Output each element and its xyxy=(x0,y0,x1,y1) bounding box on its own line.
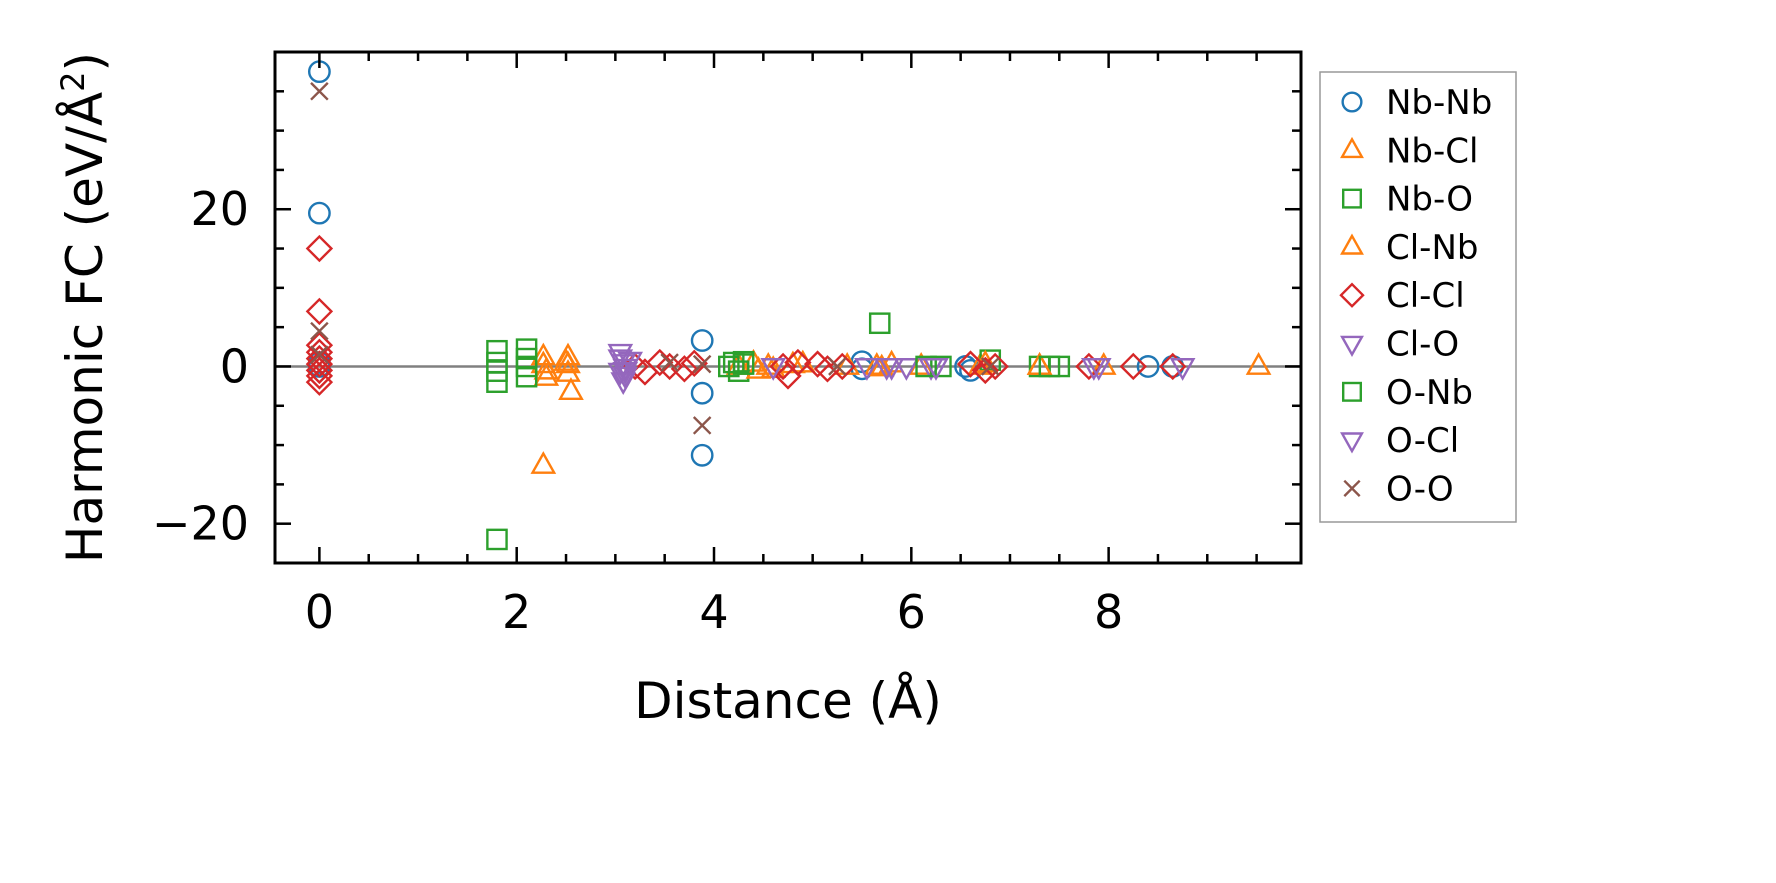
point-cl-nb xyxy=(553,348,579,371)
legend-label-nb-o: Nb-O xyxy=(1386,180,1473,220)
point-cl-cl xyxy=(646,348,674,377)
point-nb-o xyxy=(868,312,891,335)
point-nb-nb xyxy=(690,443,714,467)
point-o-cl xyxy=(612,361,639,385)
legend-label-nb-cl: Nb-Cl xyxy=(1386,131,1478,171)
point-o-cl xyxy=(1169,358,1196,381)
y-axis-title-main: Harmonic FC (eV/Å xyxy=(56,92,114,563)
point-nb-nb xyxy=(690,381,714,405)
point-nb-cl xyxy=(533,363,560,386)
y-tick-label: −20 xyxy=(152,497,249,551)
point-cl-nb xyxy=(868,353,895,377)
legend-label-cl-cl: Cl-Cl xyxy=(1386,276,1465,316)
legend: Nb-Nb Nb-Cl Nb-O Cl-Nb Cl-Cl Cl-O O-Nb O-Cl O-O xyxy=(1319,71,1517,523)
point-cl-cl xyxy=(784,348,812,377)
legend-marker-cl-cl xyxy=(1339,282,1365,308)
legend-marker-nb-cl xyxy=(1340,136,1364,159)
point-o-nb xyxy=(718,355,740,378)
point-nb-o xyxy=(486,360,508,382)
point-cl-o xyxy=(760,358,787,381)
point-o-cl xyxy=(854,358,880,381)
legend-label-cl-o: Cl-O xyxy=(1386,325,1459,365)
point-nb-cl xyxy=(533,356,560,380)
y-axis-title: Harmonic FC (eV/Å2) xyxy=(54,52,114,563)
legend-label-o-nb: O-Nb xyxy=(1386,373,1473,413)
point-nb-cl xyxy=(1245,352,1272,375)
point-o-o xyxy=(980,357,1000,376)
point-o-o xyxy=(828,357,847,376)
y-tick-label: 0 xyxy=(220,339,249,393)
point-nb-cl xyxy=(530,451,557,474)
legend-frame xyxy=(1319,71,1517,523)
point-o-o xyxy=(310,345,329,364)
markers xyxy=(305,60,1272,551)
point-nb-nb xyxy=(1136,355,1160,378)
point-o-o xyxy=(660,353,679,372)
point-nb-o xyxy=(486,371,508,393)
point-cl-cl xyxy=(956,350,985,378)
x-tick-label: 6 xyxy=(897,585,926,639)
legend-label-nb-nb: Nb-Nb xyxy=(1386,83,1492,123)
point-o-o xyxy=(692,416,712,435)
x-axis-title: Distance (Å) xyxy=(634,672,942,730)
point-cl-cl xyxy=(305,350,334,378)
point-o-o xyxy=(310,321,329,341)
point-cl-cl xyxy=(305,362,334,390)
legend-marker-nb-o xyxy=(1341,188,1362,209)
point-cl-cl xyxy=(769,352,797,381)
point-nb-nb xyxy=(1161,355,1185,378)
legend-marker-nb-nb xyxy=(1341,91,1363,113)
point-nb-cl xyxy=(555,359,581,382)
x-tick-label: 4 xyxy=(699,585,728,639)
y-axis-title-end: ) xyxy=(56,52,114,72)
legend-marker-cl-nb xyxy=(1340,233,1364,255)
legend-label-cl-nb: Cl-Nb xyxy=(1386,228,1478,268)
ticks xyxy=(275,52,1301,563)
plot-frame xyxy=(273,50,1303,565)
point-cl-cl xyxy=(305,297,334,326)
point-o-o xyxy=(692,354,712,374)
x-tick-label: 2 xyxy=(502,585,531,639)
point-cl-cl xyxy=(670,355,699,383)
point-o-o xyxy=(310,82,329,101)
y-axis-title-superscript: 2 xyxy=(54,71,92,91)
point-o-nb xyxy=(1038,355,1061,378)
point-cl-cl xyxy=(305,356,334,385)
point-nb-o xyxy=(930,355,952,378)
point-nb-o xyxy=(486,339,508,362)
point-cl-cl xyxy=(305,368,334,396)
point-nb-o xyxy=(515,365,538,388)
legend-marker-o-cl xyxy=(1340,432,1364,454)
point-nb-nb xyxy=(690,329,714,352)
point-nb-cl xyxy=(558,377,584,401)
point-cl-cl xyxy=(1159,352,1187,381)
legend-marker-cl-o xyxy=(1340,335,1364,357)
point-cl-cl xyxy=(1119,352,1147,381)
legend-label-o-cl: O-Cl xyxy=(1386,421,1459,461)
point-nb-nb xyxy=(307,201,331,225)
point-o-nb xyxy=(732,353,755,375)
tick-labels: 0 2 4 6 8 −20 0 20 xyxy=(152,182,1123,639)
x-tick-label: 0 xyxy=(305,585,334,639)
legend-items: Nb-Nb Nb-Cl Nb-O Cl-Nb Cl-Cl Cl-O O-Nb O-Cl O-O xyxy=(1339,83,1492,509)
point-cl-o xyxy=(893,358,920,381)
point-cl-cl xyxy=(971,356,1000,385)
point-nb-o xyxy=(486,528,508,551)
x-tick-label: 8 xyxy=(1094,585,1123,639)
legend-marker-o-nb xyxy=(1341,381,1362,402)
point-o-cl xyxy=(923,358,949,381)
point-cl-cl xyxy=(680,349,708,378)
point-cl-o xyxy=(610,372,637,396)
plot-area: 0 2 4 6 8 −20 0 20 xyxy=(152,50,1303,639)
point-o-cl xyxy=(873,358,900,381)
point-o-nb xyxy=(915,355,937,378)
legend-label-o-o: O-O xyxy=(1386,469,1454,509)
legend-marker-o-o xyxy=(1343,479,1361,497)
y-tick-label: 20 xyxy=(190,182,249,236)
point-o-cl xyxy=(1080,358,1107,381)
point-cl-cl xyxy=(1075,352,1103,381)
point-cl-cl xyxy=(305,234,334,263)
